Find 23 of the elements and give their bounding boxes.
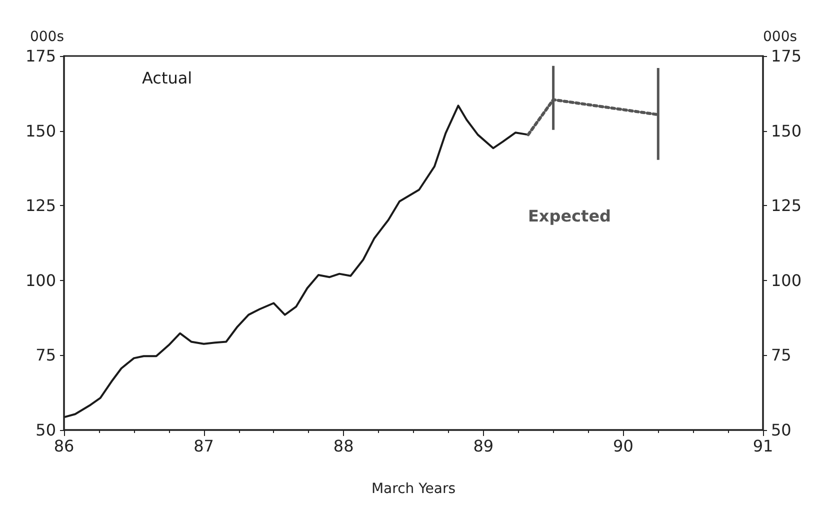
x-tick-label: 88 xyxy=(333,436,354,456)
y-tick-label: 175 xyxy=(25,46,56,66)
x-tick-label: 90 xyxy=(613,436,634,456)
y2-tick-label: 50 xyxy=(771,420,792,440)
y2-tick-label: 100 xyxy=(771,270,802,290)
y-tick-label: 75 xyxy=(36,346,56,365)
x-axis-title: March Years xyxy=(371,481,456,497)
x-tick-label: 89 xyxy=(473,436,494,456)
x-tick-label: 87 xyxy=(194,436,214,456)
x-tick-label: 91 xyxy=(752,436,774,456)
y-axis-title: 000s xyxy=(30,29,64,45)
x-tick-label: 86 xyxy=(54,436,74,456)
y-tick-label: 125 xyxy=(25,196,56,216)
y2-axis-title: 000s xyxy=(763,29,798,45)
text: Expected xyxy=(528,206,611,226)
y2-tick-label: 150 xyxy=(771,121,802,140)
y-tick-label: 150 xyxy=(25,121,56,140)
y2-tick-label: 75 xyxy=(771,346,792,365)
y2-tick-label: 125 xyxy=(771,196,802,216)
text: Actual xyxy=(142,68,192,88)
y2-tick-label: 175 xyxy=(771,46,802,66)
y-tick-label: 100 xyxy=(25,270,56,290)
y-tick-label: 50 xyxy=(36,420,56,440)
